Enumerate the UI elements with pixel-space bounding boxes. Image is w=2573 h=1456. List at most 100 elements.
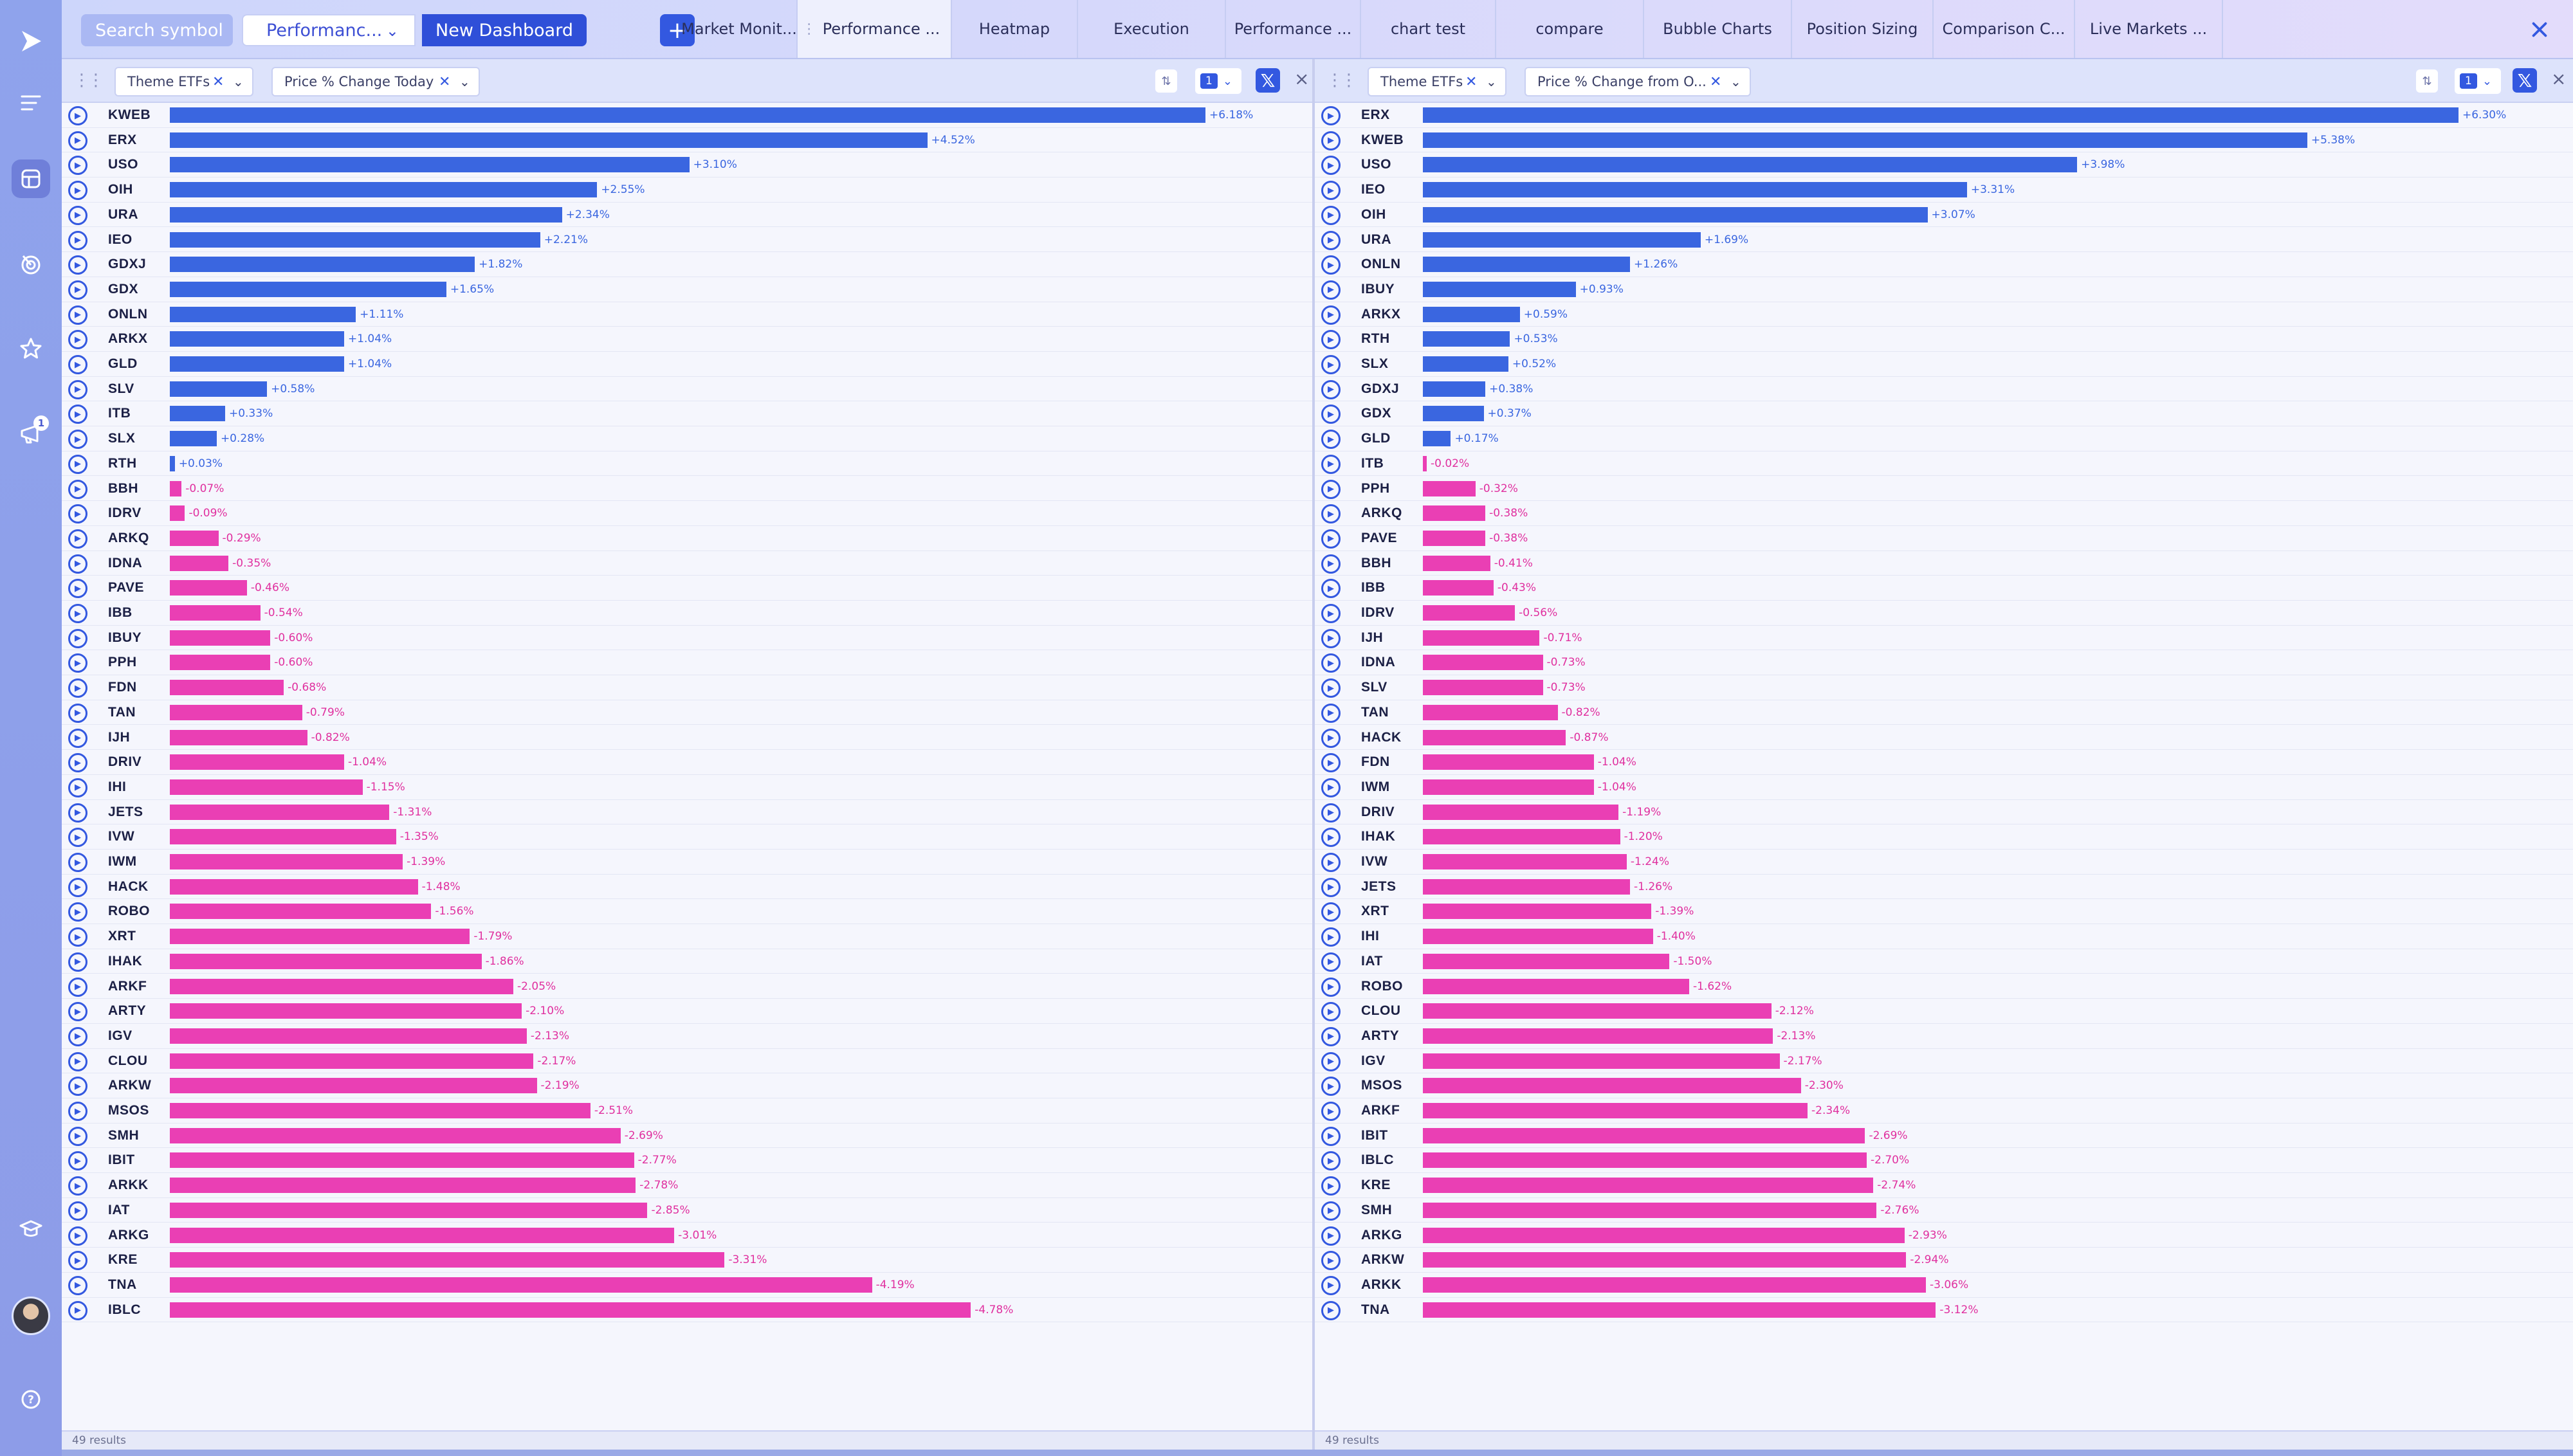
- play-icon[interactable]: ▶: [68, 853, 87, 872]
- symbol-label[interactable]: CLOU: [108, 1053, 148, 1068]
- symbol-label[interactable]: USO: [1361, 157, 1392, 172]
- list-row[interactable]: ▶ ARTY -2.10%: [62, 999, 1312, 1024]
- symbol-label[interactable]: GDX: [1361, 406, 1392, 421]
- list-row[interactable]: ▶ ONLN +1.11%: [62, 302, 1312, 327]
- symbol-label[interactable]: IEO: [1361, 182, 1386, 197]
- play-icon[interactable]: ▶: [68, 877, 87, 897]
- list-row[interactable]: ▶ IBLC -2.70%: [1315, 1148, 2573, 1174]
- play-icon[interactable]: ▶: [68, 554, 87, 574]
- filter-metric-chip[interactable]: Price % Change from O... ✕ ⌄: [1525, 67, 1751, 96]
- list-row[interactable]: ▶ IBIT -2.77%: [62, 1148, 1312, 1174]
- list-row[interactable]: ▶ FDN -1.04%: [1315, 750, 2573, 775]
- symbol-label[interactable]: GLD: [1361, 431, 1391, 446]
- chevron-down-icon[interactable]: ⌄: [1730, 74, 1741, 89]
- symbol-label[interactable]: FDN: [108, 680, 137, 695]
- symbol-label[interactable]: IHAK: [1361, 829, 1396, 844]
- symbol-label[interactable]: IBLC: [1361, 1152, 1394, 1168]
- close-icon[interactable]: [2528, 18, 2551, 41]
- list-row[interactable]: ▶ ARKX +1.04%: [62, 327, 1312, 352]
- list-row[interactable]: ▶ PPH -0.60%: [62, 650, 1312, 676]
- symbol-label[interactable]: OIH: [1361, 206, 1386, 222]
- list-row[interactable]: ▶ ARKF -2.34%: [1315, 1098, 2573, 1124]
- symbol-label[interactable]: ERX: [108, 132, 137, 147]
- play-icon[interactable]: ▶: [1321, 479, 1341, 499]
- list-row[interactable]: ▶ CLOU -2.12%: [1315, 999, 2573, 1024]
- list-row[interactable]: ▶ GDX +1.65%: [62, 277, 1312, 302]
- symbol-label[interactable]: TNA: [1361, 1302, 1390, 1317]
- play-icon[interactable]: ▶: [68, 430, 87, 450]
- list-row[interactable]: ▶ RTH +0.03%: [62, 451, 1312, 477]
- list-row[interactable]: ▶ ARKW -2.94%: [1315, 1248, 2573, 1273]
- list-row[interactable]: ▶ TAN -0.79%: [62, 700, 1312, 725]
- symbol-label[interactable]: MSOS: [108, 1103, 149, 1118]
- chevron-down-icon[interactable]: ⌄: [459, 74, 470, 89]
- symbol-label[interactable]: IAT: [108, 1202, 130, 1217]
- list-row[interactable]: ▶ SLX +0.52%: [1315, 352, 2573, 377]
- symbol-label[interactable]: USO: [108, 157, 139, 172]
- symbol-label[interactable]: KWEB: [1361, 132, 1404, 147]
- play-icon[interactable]: ▶: [68, 778, 87, 797]
- x-logo-icon[interactable]: 𝕏: [1256, 68, 1280, 93]
- symbol-label[interactable]: RTH: [1361, 331, 1390, 347]
- play-icon[interactable]: ▶: [1321, 703, 1341, 723]
- list-row[interactable]: ▶ ROBO -1.62%: [1315, 974, 2573, 999]
- list-row[interactable]: ▶ OIH +3.07%: [1315, 203, 2573, 228]
- tab-bubble-charts[interactable]: Bubble Charts: [1644, 0, 1792, 58]
- play-icon[interactable]: ▶: [1321, 280, 1341, 300]
- play-icon[interactable]: ▶: [1321, 255, 1341, 275]
- symbol-label[interactable]: IAT: [1361, 953, 1383, 969]
- search-symbol-input[interactable]: Search symbol: [81, 14, 233, 46]
- list-row[interactable]: ▶ IBB -0.43%: [1315, 576, 2573, 601]
- play-icon[interactable]: ▶: [1321, 379, 1341, 399]
- symbol-label[interactable]: ARTY: [1361, 1028, 1400, 1043]
- play-icon[interactable]: ▶: [1321, 1126, 1341, 1146]
- play-icon[interactable]: ▶: [68, 1226, 87, 1246]
- symbol-label[interactable]: IBIT: [1361, 1127, 1388, 1143]
- play-icon[interactable]: ▶: [68, 604, 87, 623]
- symbol-label[interactable]: IDNA: [1361, 655, 1396, 670]
- play-icon[interactable]: ▶: [68, 678, 87, 698]
- play-icon[interactable]: ▶: [68, 1300, 87, 1320]
- symbol-label[interactable]: GDXJ: [1361, 381, 1400, 396]
- chevron-down-icon[interactable]: ⌄: [1486, 74, 1497, 89]
- play-icon[interactable]: ▶: [68, 1251, 87, 1271]
- play-icon[interactable]: ▶: [1321, 803, 1341, 823]
- list-row[interactable]: ▶ XRT -1.79%: [62, 924, 1312, 949]
- symbol-label[interactable]: IGV: [108, 1028, 133, 1043]
- play-icon[interactable]: ▶: [1321, 330, 1341, 350]
- list-row[interactable]: ▶ IDRV -0.09%: [62, 501, 1312, 526]
- play-icon[interactable]: ▶: [68, 828, 87, 848]
- clear-icon[interactable]: ✕: [1710, 73, 1722, 90]
- list-row[interactable]: ▶ IHI -1.15%: [62, 775, 1312, 800]
- list-row[interactable]: ▶ IAT -2.85%: [62, 1198, 1312, 1223]
- list-row[interactable]: ▶ GDXJ +0.38%: [1315, 377, 2573, 402]
- symbol-label[interactable]: ARTY: [108, 1003, 147, 1019]
- list-row[interactable]: ▶ ERX +6.30%: [1315, 103, 2573, 128]
- symbol-label[interactable]: ONLN: [1361, 257, 1401, 272]
- list-row[interactable]: ▶ PAVE -0.38%: [1315, 526, 2573, 551]
- list-row[interactable]: ▶ XRT -1.39%: [1315, 899, 2573, 925]
- symbol-label[interactable]: IVW: [108, 829, 135, 844]
- play-icon[interactable]: ▶: [1321, 877, 1341, 897]
- symbol-label[interactable]: ARKQ: [108, 530, 149, 545]
- play-icon[interactable]: ▶: [68, 728, 87, 748]
- list-row[interactable]: ▶ JETS -1.26%: [1315, 875, 2573, 900]
- list-row[interactable]: ▶ GDXJ +1.82%: [62, 252, 1312, 277]
- play-icon[interactable]: ▶: [68, 1026, 87, 1046]
- play-icon[interactable]: ▶: [68, 1126, 87, 1146]
- list-row[interactable]: ▶ ARKQ -0.29%: [62, 526, 1312, 551]
- symbol-label[interactable]: KWEB: [108, 107, 151, 122]
- play-icon[interactable]: ▶: [68, 1151, 87, 1171]
- list-row[interactable]: ▶ ERX +4.52%: [62, 128, 1312, 153]
- symbol-label[interactable]: TAN: [1361, 704, 1389, 720]
- play-icon[interactable]: ▶: [68, 803, 87, 823]
- tab-position-sizing[interactable]: Position Sizing: [1792, 0, 1934, 58]
- list-row[interactable]: ▶ GDX +0.37%: [1315, 401, 2573, 427]
- play-icon[interactable]: ▶: [1321, 1002, 1341, 1022]
- list-row[interactable]: ▶ ITB +0.33%: [62, 401, 1312, 427]
- play-icon[interactable]: ▶: [1321, 504, 1341, 524]
- tab-performance-2[interactable]: Performance ...: [1226, 0, 1361, 58]
- list-row[interactable]: ▶ BBH -0.41%: [1315, 551, 2573, 576]
- list-row[interactable]: ▶ JETS -1.31%: [62, 800, 1312, 825]
- play-icon[interactable]: ▶: [1321, 952, 1341, 972]
